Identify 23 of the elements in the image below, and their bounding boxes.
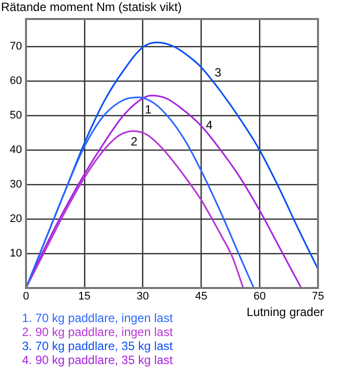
x-tick-label: 75 bbox=[312, 290, 324, 303]
annotation: 1 bbox=[144, 102, 152, 116]
x-tick-label: 60 bbox=[253, 290, 266, 303]
y-tick-label: 20 bbox=[10, 213, 22, 226]
x-tick-label: 0 bbox=[22, 290, 30, 303]
y-tick-label: 70 bbox=[10, 40, 22, 53]
y-tick-label: 40 bbox=[10, 144, 22, 156]
text: 3. 70 kg paddlare, 35 kg last bbox=[22, 339, 173, 353]
annotation: 2 bbox=[130, 134, 138, 148]
y-tick-label: 60 bbox=[10, 75, 22, 88]
x-tick-label: 45 bbox=[195, 290, 208, 303]
x-tick-label: 30 bbox=[136, 290, 149, 303]
y-tick-label: 10 bbox=[10, 248, 22, 260]
x-axis-title: Lutning grader bbox=[246, 305, 324, 319]
annotation: 4 bbox=[206, 118, 213, 132]
y-tick-label: 50 bbox=[10, 110, 22, 122]
x-tick-label: 15 bbox=[78, 290, 91, 303]
text: 2. 90 kg paddlare, ingen last bbox=[22, 325, 173, 339]
y-axis-title: Rätande moment Nm (statisk vikt) bbox=[1, 0, 182, 14]
annotation: 3 bbox=[214, 65, 222, 80]
series-label: 1. 70 kg paddlare, ingen last bbox=[22, 311, 173, 325]
text: 4. 90 kg paddlare, 35 kg last bbox=[22, 353, 173, 367]
y-tick-label: 30 bbox=[10, 178, 22, 191]
